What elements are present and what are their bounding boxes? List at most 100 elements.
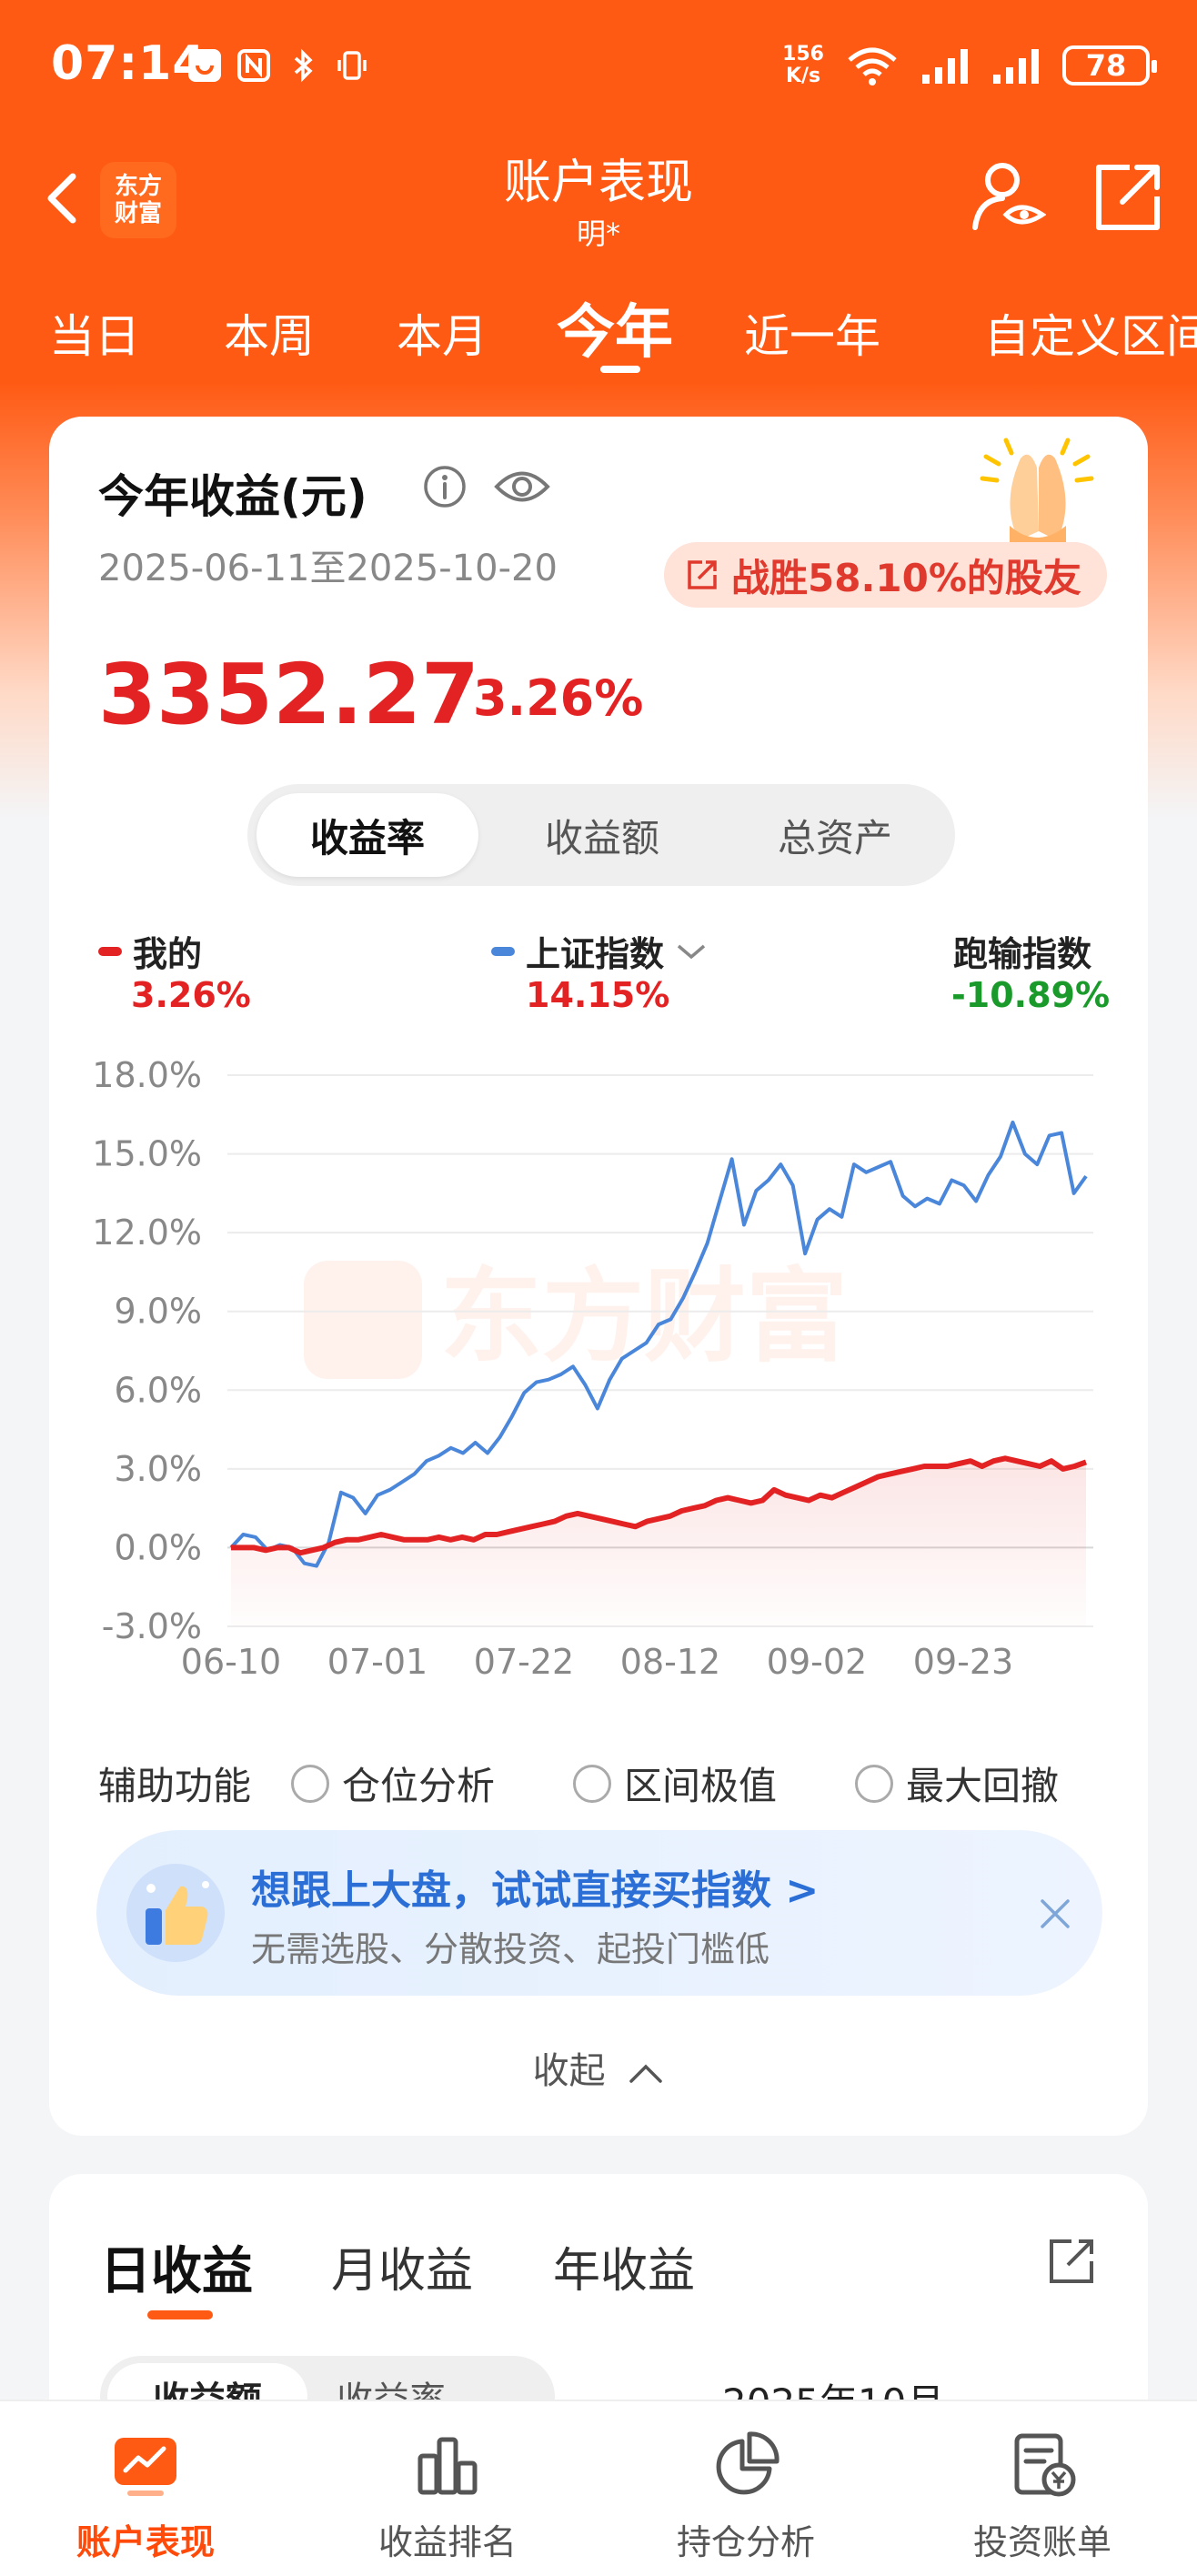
period-tabs: 当日 本周 本月 今年 近一年 自定义区间 bbox=[0, 273, 1197, 382]
performance-chart-icon bbox=[115, 2438, 176, 2496]
net-speed: 156 K/s bbox=[782, 44, 824, 87]
watermark: 东方财富 bbox=[304, 1258, 848, 1379]
tab-month[interactable]: 本月 bbox=[397, 310, 488, 363]
tab-daily-income[interactable]: 日收益 bbox=[100, 2242, 253, 2301]
aux-option-position-label: 仓位分析 bbox=[342, 1764, 496, 1808]
y-tick-label: 3.0% bbox=[114, 1449, 202, 1489]
nav-label-bill: 投资账单 bbox=[972, 2522, 1112, 2562]
income-tab-indicator bbox=[147, 2310, 213, 2319]
wifi-icon bbox=[848, 47, 897, 86]
legend-diff-label: 跑输指数 bbox=[953, 934, 1092, 974]
x-tick-label: 09-23 bbox=[913, 1642, 1013, 1682]
legend-index[interactable]: 上证指数 bbox=[491, 926, 708, 976]
chart-series bbox=[229, 1120, 1088, 1626]
tab-last-year[interactable]: 近一年 bbox=[744, 310, 880, 363]
y-tick-label: 0.0% bbox=[114, 1527, 202, 1567]
beat-friends-text: 战胜58.10%的股友 bbox=[731, 555, 1081, 600]
aux-label-text: 辅助功能 bbox=[98, 1764, 252, 1808]
account-name: 明* bbox=[576, 216, 620, 251]
nav-investment-bill[interactable]: 投资账单 bbox=[924, 2429, 1161, 2564]
share-icon[interactable] bbox=[1090, 158, 1166, 235]
date-range: 2025-06-11至2025-10-20 bbox=[98, 548, 558, 589]
legend-index-label: 上证指数 bbox=[526, 934, 665, 974]
signal-icon-1 bbox=[922, 49, 968, 84]
summary-card: 今年收益(元) 2025-06-11至2025-10-20 战胜58.10%的股… bbox=[49, 417, 1148, 2136]
aux-option-drawdown-label: 最大回撤 bbox=[906, 1764, 1060, 1808]
nav-label-performance: 账户表现 bbox=[75, 2522, 215, 2562]
tab-custom-range[interactable]: 自定义区间 bbox=[984, 310, 1197, 363]
radio-extremes[interactable] bbox=[573, 1764, 611, 1803]
profit-rate: 3.26% bbox=[473, 669, 644, 727]
applause-hands-icon bbox=[980, 438, 1094, 548]
chevron-down-icon[interactable] bbox=[675, 941, 708, 962]
tab-monthly-income[interactable]: 月收益 bbox=[331, 2244, 474, 2299]
x-axis-ticks: 06-10 07-01 07-22 08-12 09-02 09-23 bbox=[181, 1642, 1013, 1682]
metric-segment: 收益率 收益额 总资产 bbox=[247, 784, 955, 886]
pie-chart-icon bbox=[716, 2431, 780, 2495]
tab-week[interactable]: 本周 bbox=[224, 310, 315, 363]
banner-title[interactable]: 想跟上大盘，试试直接买指数 > bbox=[251, 1867, 820, 1914]
nav-holding-analysis[interactable]: 持仓分析 bbox=[628, 2429, 864, 2564]
legend-diff-value: -10.89% bbox=[951, 975, 1111, 1015]
legend-index-swatch bbox=[491, 946, 515, 956]
status-time: 07:14 bbox=[51, 36, 206, 91]
x-tick-label: 08-12 bbox=[620, 1642, 720, 1682]
tab-yearly-income[interactable]: 年收益 bbox=[553, 2244, 696, 2299]
legend-mine-swatch bbox=[98, 946, 122, 956]
segment-return-amount[interactable]: 收益额 bbox=[544, 815, 659, 860]
aux-option-position[interactable]: 仓位分析 bbox=[291, 1756, 495, 1811]
nav-income-ranking[interactable]: 收益排名 bbox=[329, 2429, 566, 2564]
logo-line-1: 东方 bbox=[114, 173, 162, 200]
privacy-user-icon[interactable] bbox=[970, 158, 1046, 235]
y-tick-label: 12.0% bbox=[92, 1213, 202, 1253]
series-line-mine bbox=[231, 1455, 1088, 1556]
info-icon[interactable] bbox=[422, 464, 468, 509]
segment-return-rate[interactable]: 收益率 bbox=[256, 793, 478, 877]
radio-drawdown[interactable] bbox=[855, 1764, 893, 1803]
legend-mine-label: 我的 bbox=[133, 934, 203, 974]
beat-friends-badge[interactable]: 战胜58.10%的股友 bbox=[664, 542, 1107, 608]
thumbs-up-icon bbox=[126, 1864, 225, 1962]
tab-today[interactable]: 当日 bbox=[49, 310, 140, 363]
net-speed-value: 156 bbox=[782, 43, 824, 65]
watermark-text: 东方财富 bbox=[440, 1258, 848, 1376]
net-speed-unit: K/s bbox=[785, 65, 821, 87]
legend-index-value: 14.15% bbox=[526, 975, 670, 1015]
bill-icon bbox=[1014, 2433, 1076, 2497]
aux-label: 辅助功能 bbox=[98, 1756, 251, 1811]
nav-account-performance[interactable]: 账户表现 bbox=[27, 2429, 264, 2564]
segment-total-assets[interactable]: 总资产 bbox=[777, 815, 892, 860]
share-icon-secondary[interactable] bbox=[1044, 2234, 1099, 2289]
y-tick-label: 9.0% bbox=[114, 1292, 202, 1332]
aux-option-extremes-label: 区间极值 bbox=[624, 1764, 778, 1808]
nav-label-ranking: 收益排名 bbox=[377, 2522, 517, 2562]
share-mini-icon bbox=[688, 560, 717, 589]
nav-label-holding: 持仓分析 bbox=[676, 2522, 815, 2562]
close-icon[interactable] bbox=[1035, 1894, 1075, 1934]
profit-amount: 3352.27 bbox=[98, 646, 480, 743]
index-promo-banner[interactable]: 想跟上大盘，试试直接买指数 > 无需选股、分散投资、起投门槛低 bbox=[96, 1830, 1102, 1996]
radio-position[interactable] bbox=[291, 1764, 329, 1803]
status-bar: 07:14 156 K/s 78 bbox=[0, 0, 1197, 136]
back-arrow-icon[interactable] bbox=[36, 162, 91, 235]
watermark-logo bbox=[304, 1261, 422, 1379]
bottom-nav: 账户表现 收益排名 持仓分析 投资账单 bbox=[0, 2400, 1197, 2576]
collapse-label: 收起 bbox=[532, 2050, 606, 2092]
legend-mine: 我的 bbox=[98, 926, 202, 976]
app-logo: 东方 财富 bbox=[100, 162, 176, 238]
aux-option-extremes[interactable]: 区间极值 bbox=[573, 1756, 777, 1811]
x-tick-label: 09-02 bbox=[767, 1642, 867, 1682]
return-chart[interactable]: 东方财富 18.0% 15.0% 12.0% 9.0% 6.0% 3.0% 0.0% -3.0… bbox=[49, 1026, 1148, 1717]
series-line-index bbox=[229, 1120, 1088, 1568]
collapse-toggle[interactable]: 收起 bbox=[49, 2041, 1148, 2094]
active-tab-indicator bbox=[600, 366, 640, 373]
series-area-mine bbox=[231, 1458, 1086, 1626]
status-left-icons bbox=[186, 47, 370, 84]
banner-subtitle: 无需选股、分散投资、起投门槛低 bbox=[251, 1929, 770, 1969]
eye-icon[interactable] bbox=[493, 462, 551, 511]
tab-this-year[interactable]: 今年 bbox=[557, 299, 673, 367]
app-header: 东方 财富 账户表现 明* bbox=[0, 136, 1197, 264]
nfc-icon bbox=[237, 49, 270, 82]
aux-option-drawdown[interactable]: 最大回撤 bbox=[855, 1756, 1059, 1811]
x-tick-label: 06-10 bbox=[181, 1642, 281, 1682]
